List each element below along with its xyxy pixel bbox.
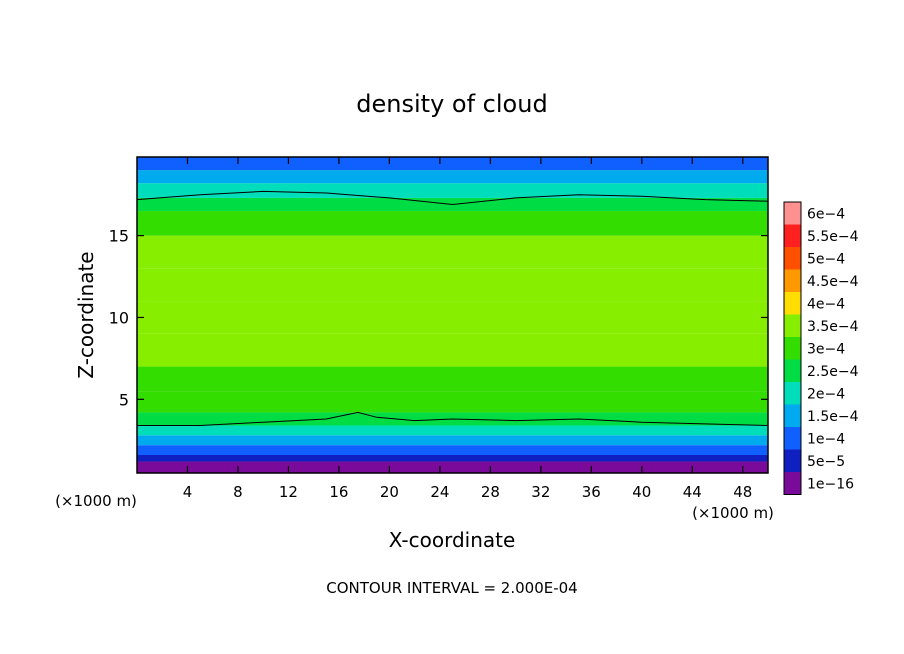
contour-line-lower bbox=[137, 411, 769, 426]
field-band bbox=[137, 425, 768, 436]
x-tick-label: 12 bbox=[279, 483, 298, 501]
colorbar-label: 1.5e−4 bbox=[807, 409, 859, 425]
colorbar-swatch bbox=[784, 472, 801, 495]
x-tick-label: 20 bbox=[380, 483, 399, 501]
field-band bbox=[137, 333, 768, 367]
colorbar-label: 2.5e−4 bbox=[807, 364, 859, 380]
x-tick-label: 48 bbox=[733, 483, 752, 501]
field-band bbox=[137, 235, 768, 269]
field-band bbox=[137, 366, 768, 392]
colorbar-frame bbox=[783, 201, 802, 495]
y-tick-label: 5 bbox=[119, 390, 129, 409]
field-band bbox=[137, 183, 768, 198]
colorbar-label: 3.5e−4 bbox=[807, 319, 859, 335]
chart-title: density of cloud bbox=[356, 90, 547, 118]
field-band bbox=[137, 170, 768, 184]
colorbar-label: 3e−4 bbox=[807, 341, 845, 357]
colorbar: 6e−4 5.5e−4 5e−4 4.5e−4 4e−4 3.5e−4 3e−4 2.5e−4… bbox=[783, 201, 859, 495]
colorbar-swatch bbox=[784, 224, 801, 247]
colorbar-swatch bbox=[784, 427, 801, 450]
colorbar-swatch bbox=[784, 314, 801, 337]
field-band bbox=[137, 445, 768, 455]
y-axis-label: Z-coordinate bbox=[74, 251, 98, 378]
y-tick-label: 10 bbox=[109, 308, 129, 327]
x-axis-label: X-coordinate bbox=[389, 528, 516, 552]
x-tick-label: 28 bbox=[481, 483, 500, 501]
field-band bbox=[137, 391, 768, 413]
colorbar-label: 4e−4 bbox=[807, 296, 845, 312]
colorbar-swatch bbox=[784, 359, 801, 382]
x-tick-label: 16 bbox=[329, 483, 348, 501]
colorbar-label: 6e−4 bbox=[807, 206, 845, 222]
field-band bbox=[137, 211, 768, 236]
plot-frame bbox=[136, 156, 769, 474]
field-band bbox=[137, 461, 768, 473]
x-unit-right: (×1000 m) bbox=[692, 504, 774, 522]
x-tick-label: 32 bbox=[531, 483, 550, 501]
colorbar-swatch bbox=[784, 449, 801, 472]
colorbar-label: 5e−5 bbox=[807, 454, 845, 470]
contour-interval-note: CONTOUR INTERVAL = 2.000E-04 bbox=[326, 579, 577, 597]
plot-field bbox=[137, 157, 768, 473]
colorbar-label: 1e−4 bbox=[807, 431, 845, 447]
colorbar-swatch bbox=[784, 382, 801, 405]
colorbar-label: 5e−4 bbox=[807, 251, 845, 267]
colorbar-label: 2e−4 bbox=[807, 386, 845, 402]
field-band bbox=[137, 157, 768, 171]
x-axis: 4 8 12 16 20 24 28 32 36 40 44 48 bbox=[183, 157, 752, 501]
colorbar-label: 5.5e−4 bbox=[807, 229, 859, 245]
x-tick-label: 40 bbox=[632, 483, 651, 501]
colorbar-swatch bbox=[784, 292, 801, 315]
field-band bbox=[137, 435, 768, 446]
colorbar-swatch bbox=[784, 404, 801, 427]
x-unit-left: (×1000 m) bbox=[55, 492, 137, 510]
y-axis: 5 10 15 bbox=[109, 227, 768, 409]
x-tick-label: 36 bbox=[582, 483, 601, 501]
contour-line-upper bbox=[136, 190, 769, 206]
x-tick-label: 44 bbox=[683, 483, 702, 501]
colorbar-swatch bbox=[784, 202, 801, 225]
colorbar-label: 4.5e−4 bbox=[807, 274, 859, 290]
field-band bbox=[137, 454, 768, 462]
y-tick-label: 15 bbox=[109, 227, 129, 246]
x-tick-label: 8 bbox=[233, 483, 243, 501]
colorbar-swatch bbox=[784, 337, 801, 360]
contour-lines bbox=[136, 190, 769, 426]
colorbar-label: 1e−16 bbox=[807, 476, 854, 492]
field-band bbox=[137, 301, 768, 334]
field-band bbox=[137, 268, 768, 302]
x-tick-label: 24 bbox=[430, 483, 449, 501]
colorbar-swatch bbox=[784, 269, 801, 292]
colorbar-swatch bbox=[784, 247, 801, 270]
x-tick-label: 4 bbox=[183, 483, 193, 501]
